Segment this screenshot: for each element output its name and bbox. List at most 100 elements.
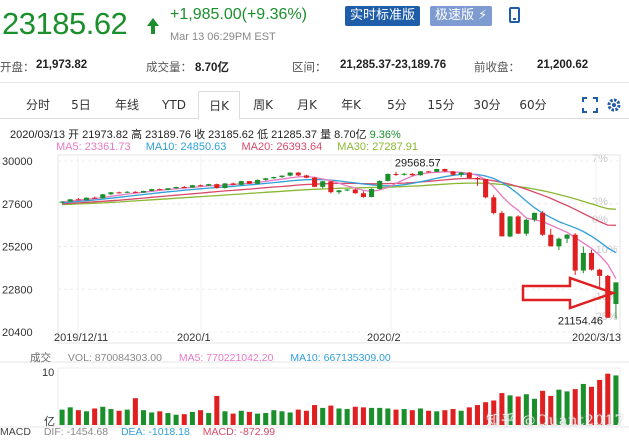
candle-body xyxy=(540,212,546,235)
candle-body xyxy=(214,184,220,189)
tab-monthly-k[interactable]: 月K xyxy=(297,98,317,112)
volume-bar xyxy=(450,409,456,425)
y-tick-label: 30000 xyxy=(2,156,33,168)
candle-body xyxy=(279,175,285,178)
candle-body xyxy=(116,192,122,194)
candle-body xyxy=(271,177,277,179)
price-change: +1,985.00(+9.36%) xyxy=(170,6,307,23)
candle-body xyxy=(303,175,309,178)
volume-unit-top: 10 xyxy=(42,367,54,379)
tab-ytd[interactable]: YTD xyxy=(162,98,186,112)
candle-body xyxy=(92,197,98,199)
ma30-line xyxy=(62,182,616,210)
volume-bar xyxy=(303,410,309,425)
candle-info-line: 2020/03/13 开 21973.82 高 23189.76 收 23185… xyxy=(10,126,401,142)
volume-ma10-label: MA10: 667135309.00 xyxy=(290,352,391,364)
volume-bar xyxy=(287,412,293,425)
candle-body xyxy=(426,171,432,173)
candle-body xyxy=(173,187,179,189)
candle-body xyxy=(263,178,269,180)
tab-60min[interactable]: 60分 xyxy=(519,98,547,112)
candle-body xyxy=(483,178,489,198)
candle-body xyxy=(320,181,326,187)
tab-5day[interactable]: 5日 xyxy=(71,98,91,112)
candle-body xyxy=(466,172,472,178)
volume-bar xyxy=(385,408,391,425)
high-annotation: 29568.57 xyxy=(395,158,441,170)
fullscreen-icon[interactable] xyxy=(582,97,598,113)
volume-bar xyxy=(198,410,204,425)
tab-daily-k[interactable]: 日K xyxy=(198,91,240,120)
lightning-icon: ⚡ xyxy=(478,8,488,23)
volume-bar xyxy=(328,405,334,425)
price-chart[interactable]: 30000276002520022800204007%3%0%-10%-16%-… xyxy=(0,150,629,442)
volume-bar xyxy=(263,413,269,425)
low-annotation: 21154.46 xyxy=(558,316,603,328)
tab-5min[interactable]: 5分 xyxy=(387,98,407,112)
candle-body xyxy=(401,173,407,175)
volume-bar xyxy=(377,407,383,425)
candle-body xyxy=(59,201,65,203)
volume-bar xyxy=(564,391,570,425)
volume-bar xyxy=(157,411,163,425)
candle-body xyxy=(523,219,529,234)
volume-bar xyxy=(360,407,366,425)
price-plot-frame xyxy=(57,154,621,344)
tab-30min[interactable]: 30分 xyxy=(473,98,501,112)
volume-bar xyxy=(295,409,301,425)
tab-intraday[interactable]: 分时 xyxy=(25,98,50,112)
candle-body xyxy=(515,216,521,234)
volume-bar xyxy=(483,402,489,425)
volume-bar xyxy=(238,410,244,425)
candle-body xyxy=(157,189,163,191)
divider xyxy=(0,82,629,83)
candle-body xyxy=(377,180,383,189)
volume-bar xyxy=(173,414,179,425)
x-tick-label: 2020/1 xyxy=(177,332,211,344)
candle-body xyxy=(352,189,358,194)
right-tick-label: -10% xyxy=(592,244,618,256)
volume-bar xyxy=(149,412,155,425)
volume-bar xyxy=(572,389,578,425)
volume-bar xyxy=(140,410,147,425)
volume-bar xyxy=(613,375,619,425)
prev-close-label: 前收盘： xyxy=(474,60,520,74)
volume-bar xyxy=(499,393,505,425)
tab-weekly-k[interactable]: 周K xyxy=(253,98,273,112)
candle-body xyxy=(564,234,570,239)
realtime-standard-button[interactable]: 实时标准版 xyxy=(345,6,421,26)
volume-bar xyxy=(548,395,554,425)
range-label: 区间： xyxy=(292,60,327,74)
volume-bar xyxy=(426,410,432,425)
right-tick-label: 7% xyxy=(592,153,608,165)
candle-ohlc: 开 21973.82 高 23189.76 收 23185.62 低 21285… xyxy=(68,129,367,141)
volume-bar xyxy=(132,398,138,425)
candle-body xyxy=(474,177,480,179)
macd-value-label: MACD: -872.99 xyxy=(202,426,276,438)
volume-ma5-label: MA5: 770221042.20 xyxy=(178,352,274,364)
volume-bar xyxy=(540,390,546,425)
candle-body xyxy=(108,192,114,195)
candle-body xyxy=(246,181,252,184)
candle-body xyxy=(100,194,106,199)
volume-bar xyxy=(181,414,187,425)
candle-body xyxy=(83,197,90,201)
settings-icon[interactable] xyxy=(606,97,622,113)
volume-bar xyxy=(271,410,277,425)
tab-year-line[interactable]: 年线 xyxy=(114,98,139,112)
candle-body xyxy=(165,188,171,190)
volume-value-label: VOL: 870084303.00 xyxy=(67,352,162,364)
tab-15min[interactable]: 15分 xyxy=(427,98,455,112)
fast-version-button[interactable]: 极速版 ⚡ xyxy=(430,6,493,26)
candle-body xyxy=(597,269,603,276)
phone-icon[interactable] xyxy=(509,7,520,23)
candle-body xyxy=(328,181,334,193)
volume-bar xyxy=(597,379,603,425)
macd-legend: MACD DIF: -1454.68 DEA: -1018.18 MACD: -… xyxy=(0,426,285,438)
tab-yearly-k[interactable]: 年K xyxy=(341,98,361,112)
volume-bar xyxy=(100,406,106,425)
candle-body xyxy=(580,252,586,271)
volume-bar xyxy=(108,409,114,425)
candle-body xyxy=(67,199,73,202)
candle-body xyxy=(181,187,187,189)
